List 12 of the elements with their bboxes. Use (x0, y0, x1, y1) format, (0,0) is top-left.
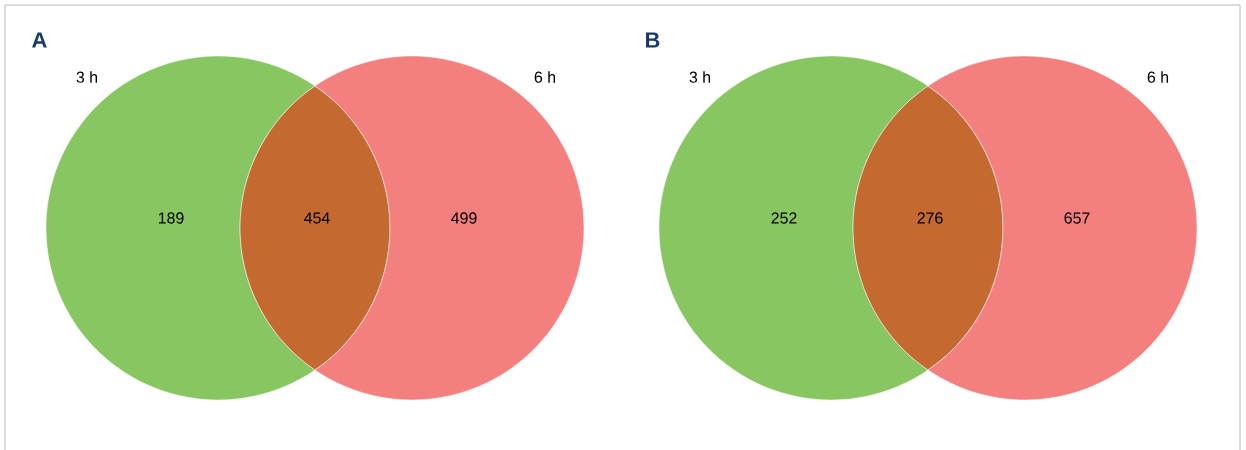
data-label: 499 (451, 212, 477, 224)
text: 3 h (689, 71, 711, 83)
data-label: 252 (771, 212, 797, 224)
data-label: 189 (158, 212, 184, 224)
text: 6 h (534, 71, 556, 83)
text: 3 h (76, 71, 98, 83)
text: A (32, 32, 47, 48)
data-label: 657 (1064, 212, 1090, 224)
data-label: 454 (304, 212, 330, 224)
data-label: 276 (917, 212, 943, 224)
text: 6 h (1147, 71, 1169, 83)
text: B (646, 32, 660, 48)
